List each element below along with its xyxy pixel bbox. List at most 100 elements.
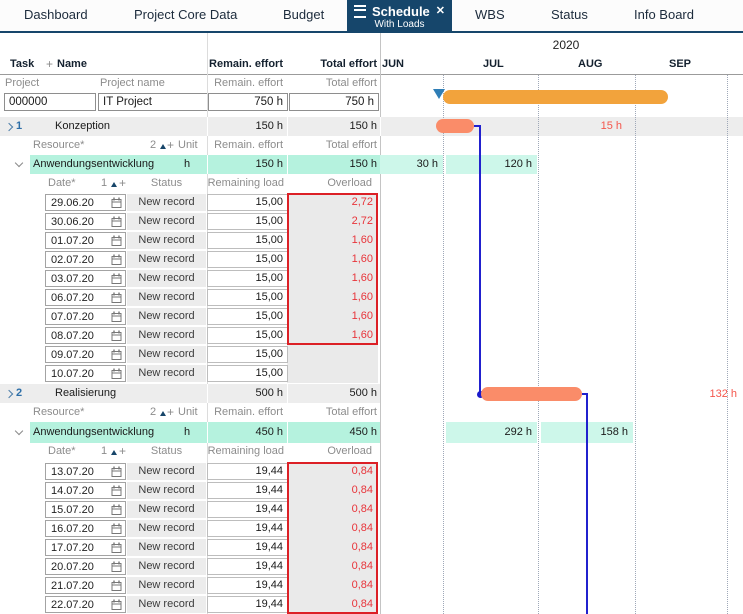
date-cell[interactable]: 14.07.20: [45, 482, 126, 499]
tab-project-core-data[interactable]: Project Core Data: [134, 7, 238, 22]
calendar-icon[interactable]: [111, 368, 122, 380]
remaining-load-cell[interactable]: 15,00: [207, 213, 288, 230]
remaining-load-cell[interactable]: 15,00: [207, 365, 288, 382]
date-cell[interactable]: 21.07.20: [45, 577, 126, 594]
col-header-task[interactable]: Task: [10, 58, 35, 70]
date-cell[interactable]: 10.07.20: [45, 365, 126, 382]
task-row-1[interactable]: 1 Konzeption 150 h 150 h: [0, 117, 380, 136]
calendar-icon[interactable]: [111, 485, 122, 497]
tab-wbs[interactable]: WBS: [475, 7, 505, 22]
resource-sort-indicator[interactable]: 2: [150, 139, 157, 151]
date-cell[interactable]: 16.07.20: [45, 520, 126, 537]
date-cell[interactable]: 02.07.20: [45, 251, 126, 268]
date-cell[interactable]: 07.07.20: [45, 308, 126, 325]
status-cell[interactable]: New record: [127, 482, 206, 499]
remaining-load-cell[interactable]: 15,00: [207, 194, 288, 211]
tab-info-board[interactable]: Info Board: [634, 7, 694, 22]
remaining-load-cell[interactable]: 15,00: [207, 270, 288, 287]
calendar-icon[interactable]: [111, 542, 122, 554]
date-cell[interactable]: 13.07.20: [45, 463, 126, 480]
date-cell[interactable]: 30.06.20: [45, 213, 126, 230]
remaining-load-cell[interactable]: 19,44: [207, 482, 288, 499]
tab-dashboard[interactable]: Dashboard: [24, 7, 88, 22]
tab-status[interactable]: Status: [551, 7, 588, 22]
project-total-effort-field[interactable]: 750 h: [289, 93, 379, 111]
tab-schedule-active[interactable]: Schedule ✕ With Loads: [347, 0, 452, 33]
remaining-load-cell[interactable]: 19,44: [207, 558, 288, 575]
menu-icon[interactable]: [353, 4, 366, 18]
status-cell[interactable]: New record: [127, 270, 206, 287]
date-cell[interactable]: 20.07.20: [45, 558, 126, 575]
resource-sort-indicator[interactable]: 2: [150, 406, 157, 418]
calendar-icon[interactable]: [111, 273, 122, 285]
calendar-icon[interactable]: [111, 311, 122, 323]
status-cell[interactable]: New record: [127, 463, 206, 480]
add-date-icon[interactable]: +: [119, 176, 127, 190]
tab-budget[interactable]: Budget: [283, 7, 325, 22]
close-icon[interactable]: ✕: [435, 4, 445, 17]
calendar-icon[interactable]: [111, 599, 122, 611]
calendar-icon[interactable]: [111, 523, 122, 535]
calendar-icon[interactable]: [111, 504, 122, 516]
status-cell[interactable]: New record: [127, 289, 206, 306]
status-cell[interactable]: New record: [127, 194, 206, 211]
status-cell[interactable]: New record: [127, 232, 206, 249]
col-header-total-effort[interactable]: Total effort: [320, 58, 377, 70]
status-cell[interactable]: New record: [127, 346, 206, 363]
col-header-name[interactable]: Name: [57, 58, 87, 70]
calendar-icon[interactable]: [111, 292, 122, 304]
remaining-load-cell[interactable]: 15,00: [207, 308, 288, 325]
sort-asc-icon[interactable]: [111, 182, 117, 187]
calendar-icon[interactable]: [111, 330, 122, 342]
date-cell[interactable]: 06.07.20: [45, 289, 126, 306]
calendar-icon[interactable]: [111, 197, 122, 209]
add-resource-icon[interactable]: +: [167, 405, 175, 419]
status-cell[interactable]: New record: [127, 327, 206, 344]
date-sort-indicator[interactable]: 1: [101, 445, 108, 457]
date-cell[interactable]: 29.06.20: [45, 194, 126, 211]
remaining-load-cell[interactable]: 19,44: [207, 501, 288, 518]
status-cell[interactable]: New record: [127, 308, 206, 325]
col-header-remain-effort[interactable]: Remain. effort: [209, 58, 283, 70]
task-row-2[interactable]: 2 Realisierung 500 h 500 h: [0, 384, 380, 403]
calendar-icon[interactable]: [111, 561, 122, 573]
status-cell[interactable]: New record: [127, 596, 206, 613]
date-cell[interactable]: 01.07.20: [45, 232, 126, 249]
project-id-field[interactable]: 000000: [4, 93, 96, 111]
status-cell[interactable]: New record: [127, 558, 206, 575]
remaining-load-cell[interactable]: 15,00: [207, 327, 288, 344]
remaining-load-cell[interactable]: 19,44: [207, 463, 288, 480]
status-cell[interactable]: New record: [127, 577, 206, 594]
calendar-icon[interactable]: [111, 466, 122, 478]
remaining-load-cell[interactable]: 19,44: [207, 520, 288, 537]
collapse-resource-icon[interactable]: [14, 158, 24, 168]
expand-task-icon[interactable]: [4, 389, 14, 399]
add-column-icon[interactable]: +: [46, 57, 54, 71]
status-cell[interactable]: New record: [127, 251, 206, 268]
status-cell[interactable]: New record: [127, 213, 206, 230]
calendar-icon[interactable]: [111, 580, 122, 592]
expand-task-icon[interactable]: [4, 122, 14, 132]
date-sort-indicator[interactable]: 1: [101, 177, 108, 189]
resource-row[interactable]: Anwendungsentwicklung h 450 h 450 h: [0, 422, 380, 441]
status-cell[interactable]: New record: [127, 365, 206, 382]
calendar-icon[interactable]: [111, 235, 122, 247]
date-cell[interactable]: 03.07.20: [45, 270, 126, 287]
status-cell[interactable]: New record: [127, 501, 206, 518]
collapse-resource-icon[interactable]: [14, 426, 24, 436]
calendar-icon[interactable]: [111, 349, 122, 361]
sort-asc-icon[interactable]: [111, 450, 117, 455]
remaining-load-cell[interactable]: 15,00: [207, 232, 288, 249]
calendar-icon[interactable]: [111, 254, 122, 266]
add-date-icon[interactable]: +: [119, 444, 127, 458]
task2-gantt-bar[interactable]: [481, 387, 582, 401]
project-gantt-bar[interactable]: [443, 90, 668, 104]
date-cell[interactable]: 15.07.20: [45, 501, 126, 518]
remaining-load-cell[interactable]: 15,00: [207, 289, 288, 306]
calendar-icon[interactable]: [111, 216, 122, 228]
date-cell[interactable]: 22.07.20: [45, 596, 126, 613]
date-cell[interactable]: 17.07.20: [45, 539, 126, 556]
remaining-load-cell[interactable]: 19,44: [207, 539, 288, 556]
status-cell[interactable]: New record: [127, 520, 206, 537]
remaining-load-cell[interactable]: 19,44: [207, 577, 288, 594]
